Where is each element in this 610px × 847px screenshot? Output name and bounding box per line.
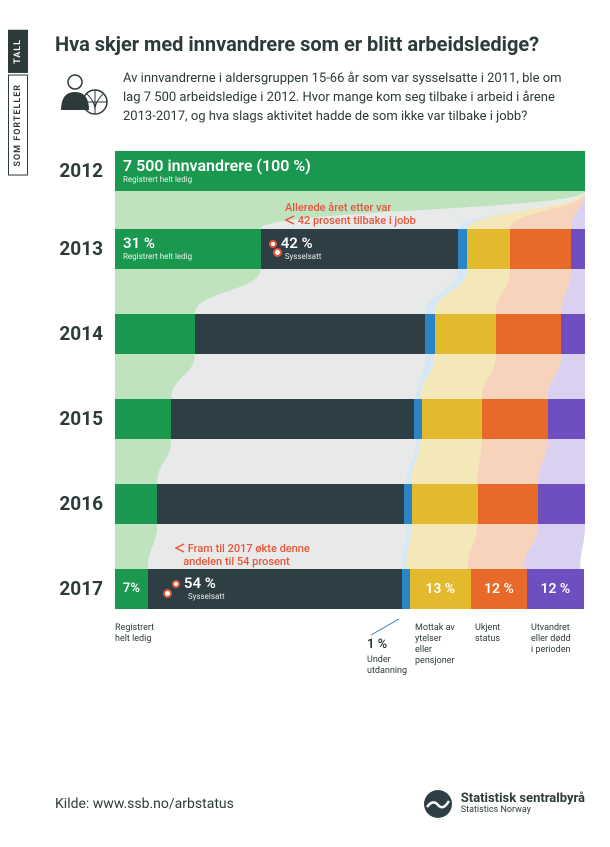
ssb-logo-icon: [423, 789, 453, 819]
seg-utv: [561, 314, 585, 354]
bar-track: 7%54 %Sysselsatt13 %12 %12 %: [115, 569, 585, 609]
seg-syss: [157, 484, 404, 524]
year-label: 2013: [55, 237, 115, 260]
label-ukjent: Ukjent status: [475, 623, 500, 646]
seg-utd: [425, 314, 434, 354]
ssb-logo-text: Statistisk sentralbyrå Statistics Norway: [461, 792, 585, 816]
year-label: 2012: [55, 159, 115, 182]
year-label: 2017: [55, 577, 115, 600]
year-label: 2015: [55, 407, 115, 430]
seg-utv: [548, 399, 585, 439]
bar-track: [115, 314, 585, 354]
seg-reg: [115, 399, 171, 439]
seg-utd: [404, 484, 412, 524]
footer: Kilde: www.ssb.no/arbstatus Statistisk s…: [55, 789, 585, 819]
seg-mottak: 13 %: [410, 569, 471, 609]
seg-syss: 54 %Sysselsatt: [148, 569, 402, 609]
seg-ukjent: [482, 399, 547, 439]
seg-utd: [458, 229, 467, 269]
seg-utd: [402, 569, 410, 609]
seg-syss: [171, 399, 414, 439]
year-label: 2016: [55, 492, 115, 515]
year-row-2013: 201331 %Registrert helt ledig42 %Syssels…: [55, 229, 585, 269]
side-tab-tall[interactable]: TALL: [8, 30, 28, 73]
year-row-2012: 20127 500 innvandrere (100 %)Registrert …: [55, 151, 585, 191]
seg-utv: [571, 229, 585, 269]
year-label: 2014: [55, 322, 115, 345]
side-tab-som-forteller[interactable]: SOM FORTELLER: [8, 75, 28, 176]
seg-mottak: [467, 229, 509, 269]
page-title: Hva skjer med innvandrere som er blitt a…: [55, 32, 585, 56]
callout-2013-dot: [273, 248, 282, 257]
seg-utd: [414, 399, 422, 439]
side-tabs: TALL SOM FORTELLER: [8, 30, 28, 175]
seg-ukjent: 12 %: [471, 569, 527, 609]
bottom-labels: Registrert helt ledig 1 % Under utdannin…: [115, 623, 585, 683]
seg-reg: 31 %Registrert helt ledig: [115, 229, 261, 269]
seg-syss: [195, 314, 425, 354]
seg-syss: 42 %Sysselsatt: [261, 229, 458, 269]
seg-ukjent: [496, 314, 562, 354]
seg-reg: [115, 314, 195, 354]
seg-mottak: [435, 314, 496, 354]
bar-track: 7 500 innvandrere (100 %)Registrert helt…: [115, 151, 585, 191]
seg-ukjent: [510, 229, 571, 269]
bar-track: 31 %Registrert helt ledig42 %Sysselsatt: [115, 229, 585, 269]
intro-text: Av innvandrerne i aldersgruppen 15-66 år…: [123, 70, 573, 127]
year-row-2015: 2015: [55, 399, 585, 439]
year-row-2014: 2014: [55, 314, 585, 354]
seg-reg: [115, 484, 157, 524]
callout-2013: Allerede året etter var 42 prosent tilba…: [285, 201, 416, 229]
label-utdanning: 1 % Under utdanning: [367, 637, 407, 678]
main-content: Hva skjer med innvandrere som er blitt a…: [55, 32, 585, 683]
year-row-2016: 2016: [55, 484, 585, 524]
seg-utv: 12 %: [527, 569, 583, 609]
intro-row: Av innvandrerne i aldersgruppen 15-66 år…: [55, 70, 585, 127]
source-text: Kilde: www.ssb.no/arbstatus: [55, 796, 234, 812]
year-row-2017: 20177%54 %Sysselsatt13 %12 %12 %: [55, 569, 585, 609]
seg-mottak: [412, 484, 477, 524]
seg-utv: [538, 484, 585, 524]
callout-2017: Fram til 2017 økte denne andelen til 54 …: [175, 542, 310, 570]
callout-2017-dot: [163, 589, 172, 598]
seg-reg: 7 500 innvandrere (100 %)Registrert helt…: [115, 151, 585, 191]
seg-mottak: [422, 399, 483, 439]
flow-chart: 20127 500 innvandrere (100 %)Registrert …: [55, 151, 585, 683]
person-globe-icon: [55, 70, 109, 124]
label-utvandret: Utvandret eller dødd i perioden: [531, 623, 571, 657]
ssb-logo: Statistisk sentralbyrå Statistics Norway: [423, 789, 585, 819]
bar-track: [115, 399, 585, 439]
bar-track: [115, 484, 585, 524]
seg-ukjent: [478, 484, 539, 524]
label-mottak: Mottak av ytelser eller pensjoner: [415, 623, 455, 668]
seg-reg: 7%: [115, 569, 148, 609]
label-registrert: Registrert helt ledig: [115, 623, 154, 646]
